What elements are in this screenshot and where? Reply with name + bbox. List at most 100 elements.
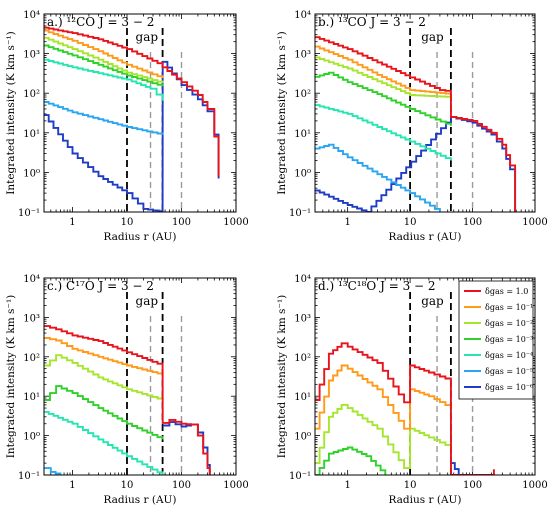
legend-label: δgas = 10⁻³	[485, 335, 533, 344]
series-line	[44, 337, 164, 375]
y-tick-label: 10²	[294, 353, 311, 364]
series-line	[44, 44, 164, 87]
y-tick-label: 10⁰	[294, 432, 311, 443]
series-group	[315, 36, 517, 212]
y-axis-label: Integrated intensity (K km s⁻¹)	[276, 31, 288, 195]
y-tick-label: 10⁰	[294, 168, 311, 179]
x-axis-label: Radius r (AU)	[104, 231, 177, 243]
x-tick-label: 10	[404, 480, 417, 491]
legend-label: δgas = 10⁻⁶	[485, 383, 533, 392]
legend-label: δgas = 10⁻⁵	[485, 367, 533, 376]
x-tick-label: 1000	[522, 480, 547, 491]
y-tick-label: 10⁴	[23, 274, 40, 285]
legend-label: δgas = 10⁻⁴	[485, 351, 533, 360]
series-line	[315, 143, 441, 212]
series-line	[315, 403, 452, 470]
panel-2: 1 10 100 1000 10⁻¹ 10⁰ 10¹ 10² 10³ 10⁴ Radius r (A…	[276, 10, 548, 243]
y-tick-label: 10³	[23, 313, 40, 324]
series-line	[315, 104, 452, 161]
x-tick-label: 1000	[223, 480, 248, 491]
x-tick-label: 1000	[522, 217, 547, 228]
legend-label: δgas = 10⁻²	[485, 319, 533, 328]
series-line	[315, 342, 495, 475]
plot-frame	[314, 277, 536, 476]
y-tick-label: 10³	[294, 50, 311, 61]
y-tick-label: 10¹	[23, 392, 40, 403]
y-tick-label: 10²	[23, 89, 40, 100]
x-axis-label: Radius r (AU)	[389, 494, 462, 506]
legend-label: δgas = 10⁻¹	[485, 303, 533, 312]
series-line	[44, 58, 164, 101]
y-tick-label: 10⁻¹	[18, 471, 40, 482]
x-axis-label: Radius r (AU)	[389, 231, 462, 243]
x-tick-label: 1	[344, 480, 350, 491]
series-group	[315, 342, 495, 475]
panel-4: 1 10 100 1000 10⁻¹ 10⁰ 10¹ 10² 10³ 10⁴ Radius r (A…	[276, 274, 548, 506]
y-axis-label: Integrated intensity (K km s⁻¹)	[276, 295, 288, 459]
series-line	[315, 364, 452, 430]
series-line	[315, 56, 452, 98]
series-group	[44, 26, 220, 212]
gap-label: gap	[136, 294, 159, 308]
series-line	[44, 385, 164, 440]
plot-frame	[314, 13, 536, 213]
x-tick-label: 10	[121, 480, 134, 491]
x-tick-label: 1	[69, 217, 75, 228]
plot-frame	[43, 277, 237, 476]
y-tick-label: 10⁴	[294, 10, 311, 21]
x-tick-label: 10	[404, 217, 417, 228]
y-tick-label: 10⁻¹	[289, 208, 311, 219]
series-line	[44, 29, 164, 79]
gap-label: gap	[136, 30, 159, 44]
y-tick-label: 10¹	[294, 129, 311, 140]
x-tick-label: 10	[121, 217, 134, 228]
y-axis-label: Integrated intensity (K km s⁻¹)	[5, 295, 17, 459]
series-line	[315, 36, 517, 212]
y-tick-label: 10¹	[294, 392, 311, 403]
legend-label: δgas = 1.0	[485, 287, 528, 296]
panel-1: 1 10 100 1000 10⁻¹ 10⁰ 10¹ 10² 10³ 10⁴ Radius r (A…	[5, 10, 249, 243]
series-line	[44, 26, 220, 177]
panel-title: d.) ¹³C¹⁸O J = 3 − 2	[318, 279, 436, 293]
y-tick-label: 10⁴	[294, 274, 311, 285]
legend: δgas = 1.0 δgas = 10⁻¹ δgas = 10⁻² δgas = 1…	[458, 280, 534, 400]
gap-label: gap	[421, 294, 444, 308]
panel-title: b.) ¹³CO J = 3 − 2	[318, 15, 426, 29]
panel-title: c.) C¹⁷O J = 3 − 2	[47, 279, 154, 293]
series-line	[315, 71, 452, 126]
y-tick-label: 10⁰	[23, 168, 40, 179]
panel-3: 1 10 100 1000 10⁻¹ 10⁰ 10¹ 10² 10³ 10⁴ Radius r (A…	[5, 274, 249, 506]
y-tick-label: 10³	[23, 50, 40, 61]
series-line	[451, 462, 460, 475]
x-tick-label: 100	[172, 480, 191, 491]
x-tick-label: 1	[69, 480, 75, 491]
series-line	[44, 325, 211, 475]
y-tick-label: 10⁰	[23, 432, 40, 443]
series-line	[44, 60, 220, 212]
y-tick-label: 10²	[294, 89, 311, 100]
series-line	[44, 101, 164, 135]
y-tick-label: 10²	[23, 353, 40, 364]
x-tick-label: 100	[172, 217, 191, 228]
gap-label: gap	[421, 30, 444, 44]
series-group	[44, 325, 211, 475]
y-tick-label: 10⁻¹	[18, 208, 40, 219]
series-line	[315, 45, 452, 95]
x-tick-label: 100	[463, 480, 482, 491]
x-tick-label: 1	[344, 217, 350, 228]
x-tick-label: 1000	[223, 217, 248, 228]
plot-frame	[43, 13, 237, 213]
x-tick-label: 100	[463, 217, 482, 228]
y-tick-label: 10⁴	[23, 10, 40, 21]
series-line	[315, 116, 517, 212]
y-tick-label: 10³	[294, 313, 311, 324]
panel-title: a.) ¹²CO J = 3 − 2	[47, 15, 154, 29]
series-line	[44, 467, 62, 475]
y-axis-label: Integrated intensity (K km s⁻¹)	[5, 31, 17, 195]
y-tick-label: 10⁻¹	[289, 471, 311, 482]
y-tick-label: 10¹	[23, 129, 40, 140]
series-line	[44, 36, 164, 84]
series-line	[315, 446, 387, 475]
